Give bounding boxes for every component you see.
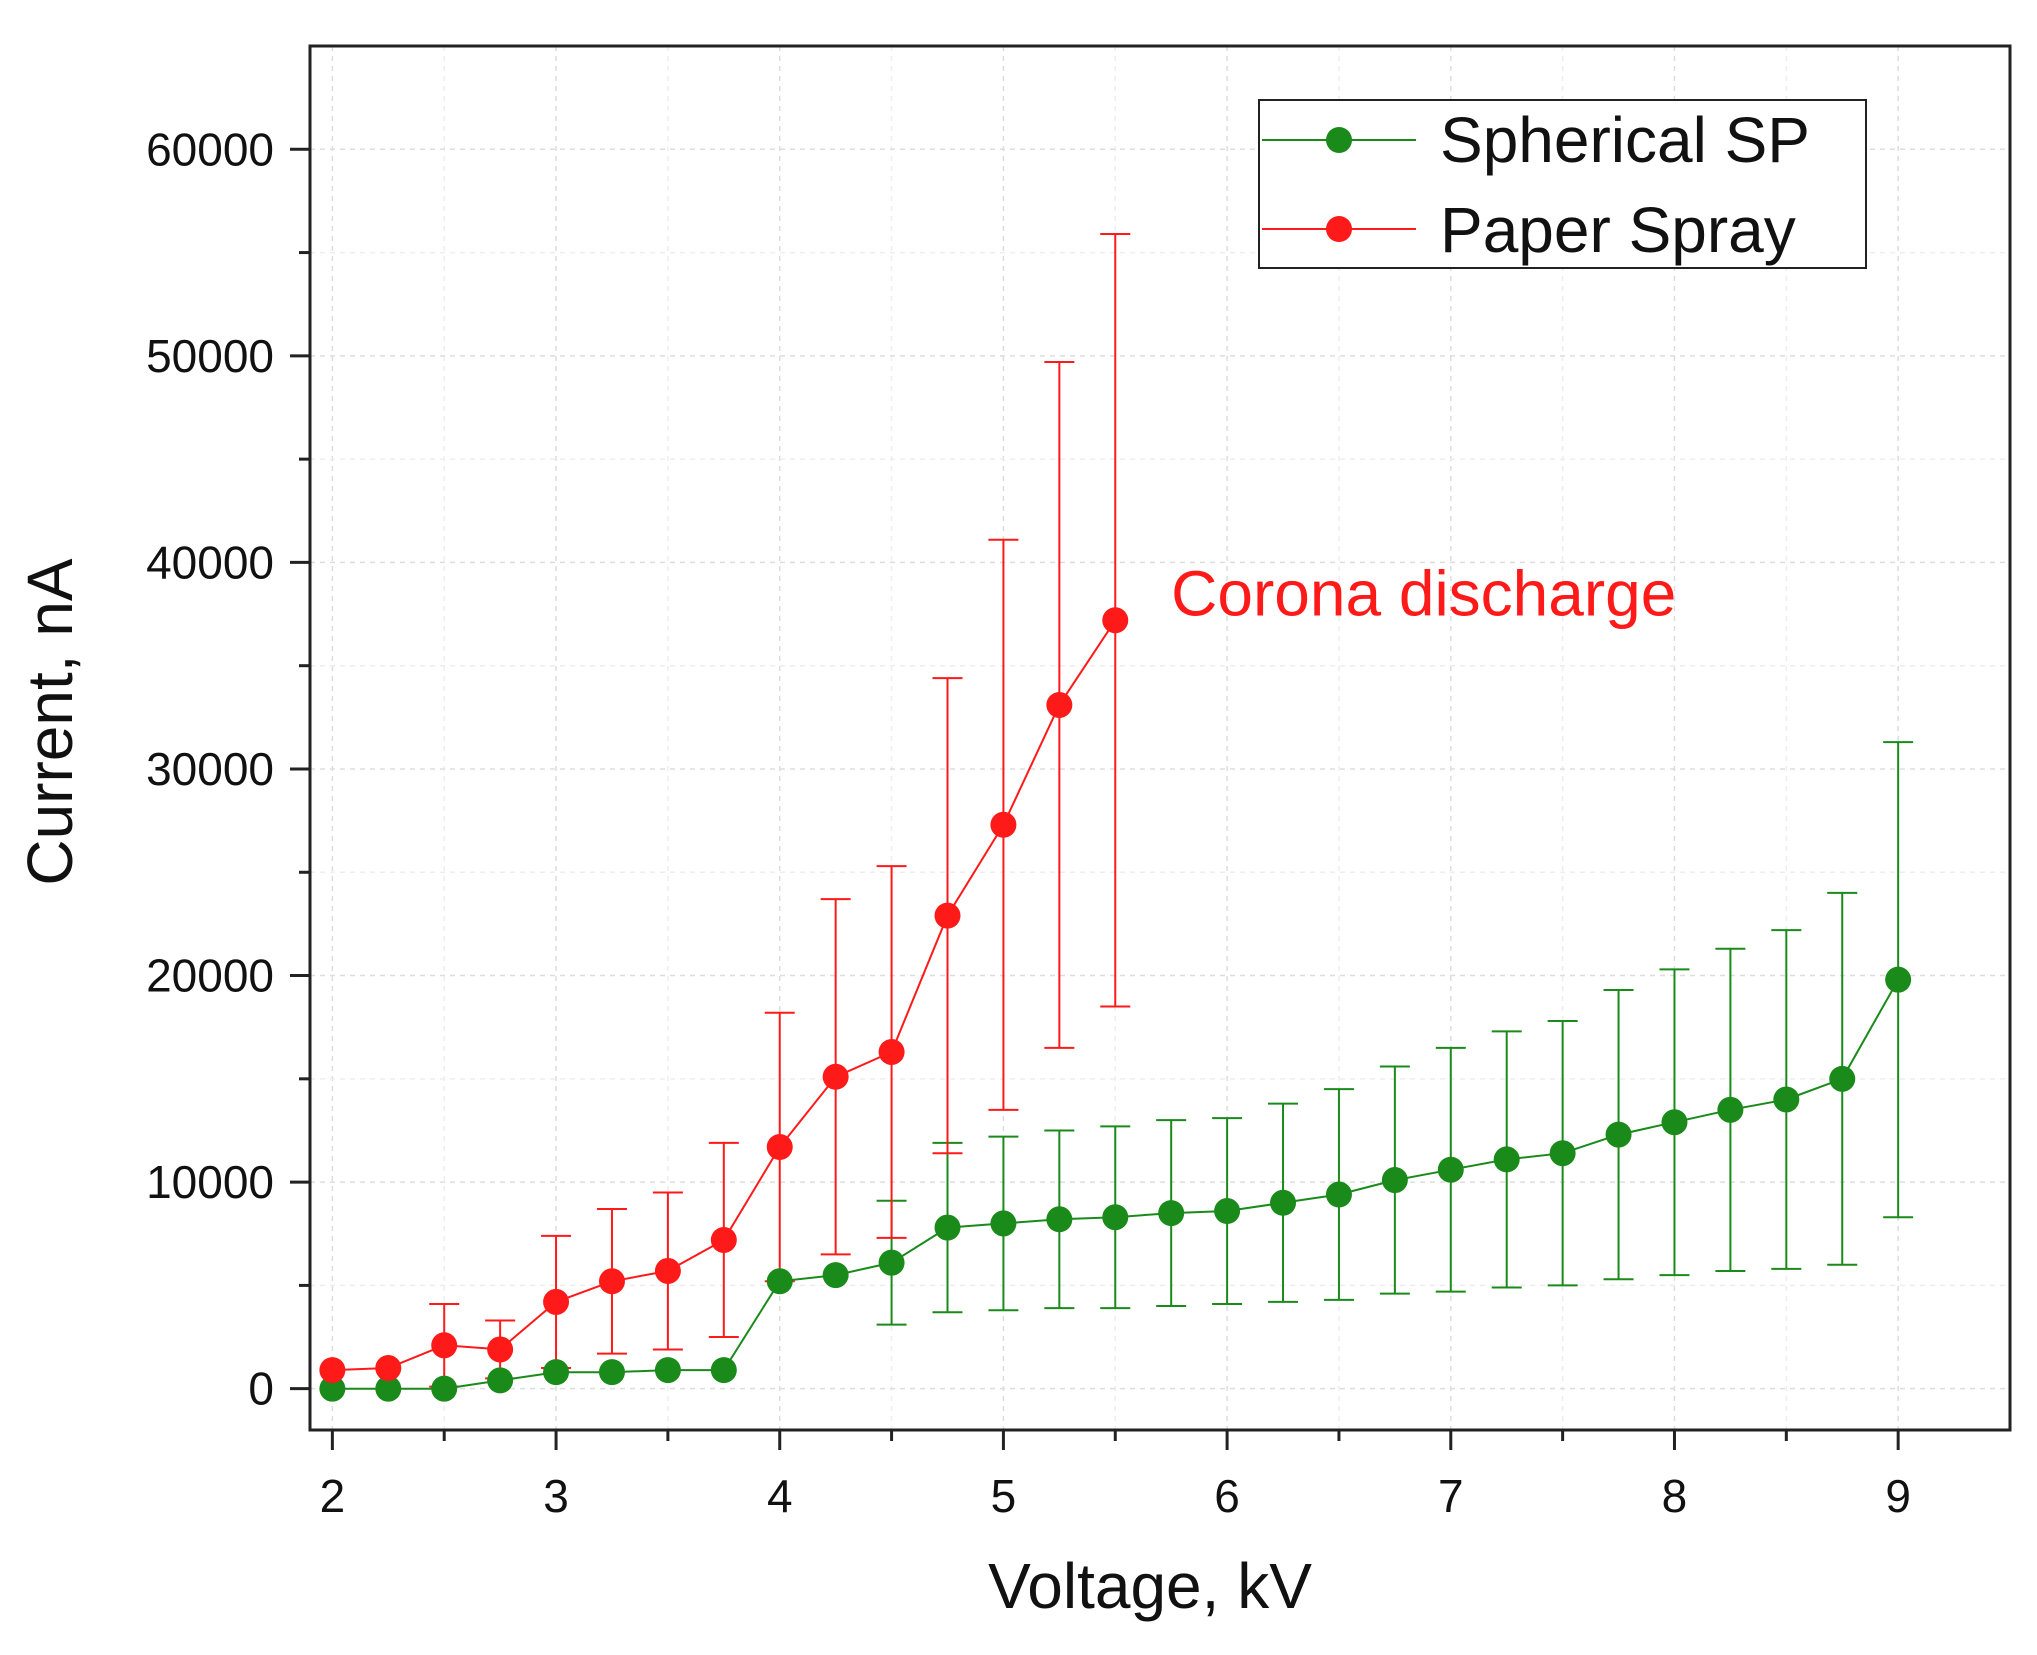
data-point-paper-spray [598,1268,625,1295]
data-point-paper-spray [878,1038,905,1065]
x-tick-label: 7 [1438,1470,1464,1522]
data-point-paper-spray [822,1063,849,1090]
data-point-spherical-sp [375,1375,402,1402]
tick-labels: 2 3 4 5 6 7 8 9 0 10000 20000 30000 40000 50000 60000 [146,123,1911,1522]
data-point-paper-spray [1102,607,1129,634]
data-point-spherical-sp [990,1210,1017,1237]
y-tick-label: 10000 [146,1156,274,1208]
data-point-spherical-sp [654,1357,681,1384]
data-point-spherical-sp [1158,1200,1185,1227]
data-point-spherical-sp [1102,1204,1129,1231]
y-axis-title: Current, nA [14,558,86,886]
data-point-spherical-sp [822,1262,849,1289]
data-point-paper-spray [654,1257,681,1284]
data-point-spherical-sp [710,1357,737,1384]
data-point-spherical-sp [487,1367,514,1394]
data-point-spherical-sp [598,1359,625,1386]
data-point-spherical-sp [1270,1189,1297,1216]
data-point-spherical-sp [934,1214,961,1241]
annotation-corona-discharge: Corona discharge [1171,557,1676,629]
x-tick-label: 9 [1885,1470,1911,1522]
data-point-spherical-sp [1717,1096,1744,1123]
data-point-spherical-sp [1046,1206,1073,1233]
data-point-paper-spray [431,1332,458,1359]
data-point-paper-spray [710,1226,737,1253]
data-point-spherical-sp [543,1359,570,1386]
data-point-paper-spray [990,811,1017,838]
data-point-spherical-sp [766,1268,793,1295]
y-tick-label: 30000 [146,743,274,795]
data-point-spherical-sp [1214,1198,1241,1225]
data-point-spherical-sp [1381,1167,1408,1194]
legend: Spherical SP Paper Spray [1258,99,1867,269]
x-tick-label: 2 [320,1470,346,1522]
data-point-spherical-sp [1549,1140,1576,1167]
x-tick-label: 4 [767,1470,793,1522]
data-point-spherical-sp [1885,966,1912,993]
legend-box [1258,99,1867,269]
legend-marker-paper-spray [1326,216,1352,242]
data-point-spherical-sp [1661,1109,1688,1136]
data-point-paper-spray [766,1134,793,1161]
series-markers [319,607,1912,1402]
data-point-paper-spray [319,1357,346,1384]
data-point-paper-spray [543,1288,570,1315]
data-point-spherical-sp [1325,1181,1352,1208]
legend-label-spherical-sp: Spherical SP [1440,104,1810,176]
data-point-spherical-sp [1605,1121,1632,1148]
y-tick-label: 40000 [146,536,274,588]
legend-marker-spherical-sp [1326,127,1352,153]
y-tick-label: 0 [248,1363,274,1415]
x-tick-label: 3 [543,1470,569,1522]
y-tick-label: 50000 [146,330,274,382]
data-point-spherical-sp [319,1375,346,1402]
x-tick-label: 8 [1662,1470,1688,1522]
x-tick-label: 5 [991,1470,1017,1522]
data-point-paper-spray [487,1336,514,1363]
data-point-spherical-sp [431,1375,458,1402]
y-tick-label: 60000 [146,123,274,175]
axis-ticks [290,147,1900,1450]
data-point-spherical-sp [1829,1065,1856,1092]
x-axis-title: Voltage, kV [988,1550,1312,1622]
data-point-paper-spray [1046,691,1073,718]
data-point-spherical-sp [1773,1086,1800,1113]
plot-frame [308,44,2012,1432]
x-tick-label: 6 [1214,1470,1240,1522]
data-point-paper-spray [375,1355,402,1382]
y-tick-label: 20000 [146,950,274,1002]
data-point-spherical-sp [1437,1156,1464,1183]
data-point-spherical-sp [1493,1146,1520,1173]
data-point-spherical-sp [878,1249,905,1276]
legend-label-paper-spray: Paper Spray [1440,194,1796,266]
data-point-paper-spray [934,902,961,929]
